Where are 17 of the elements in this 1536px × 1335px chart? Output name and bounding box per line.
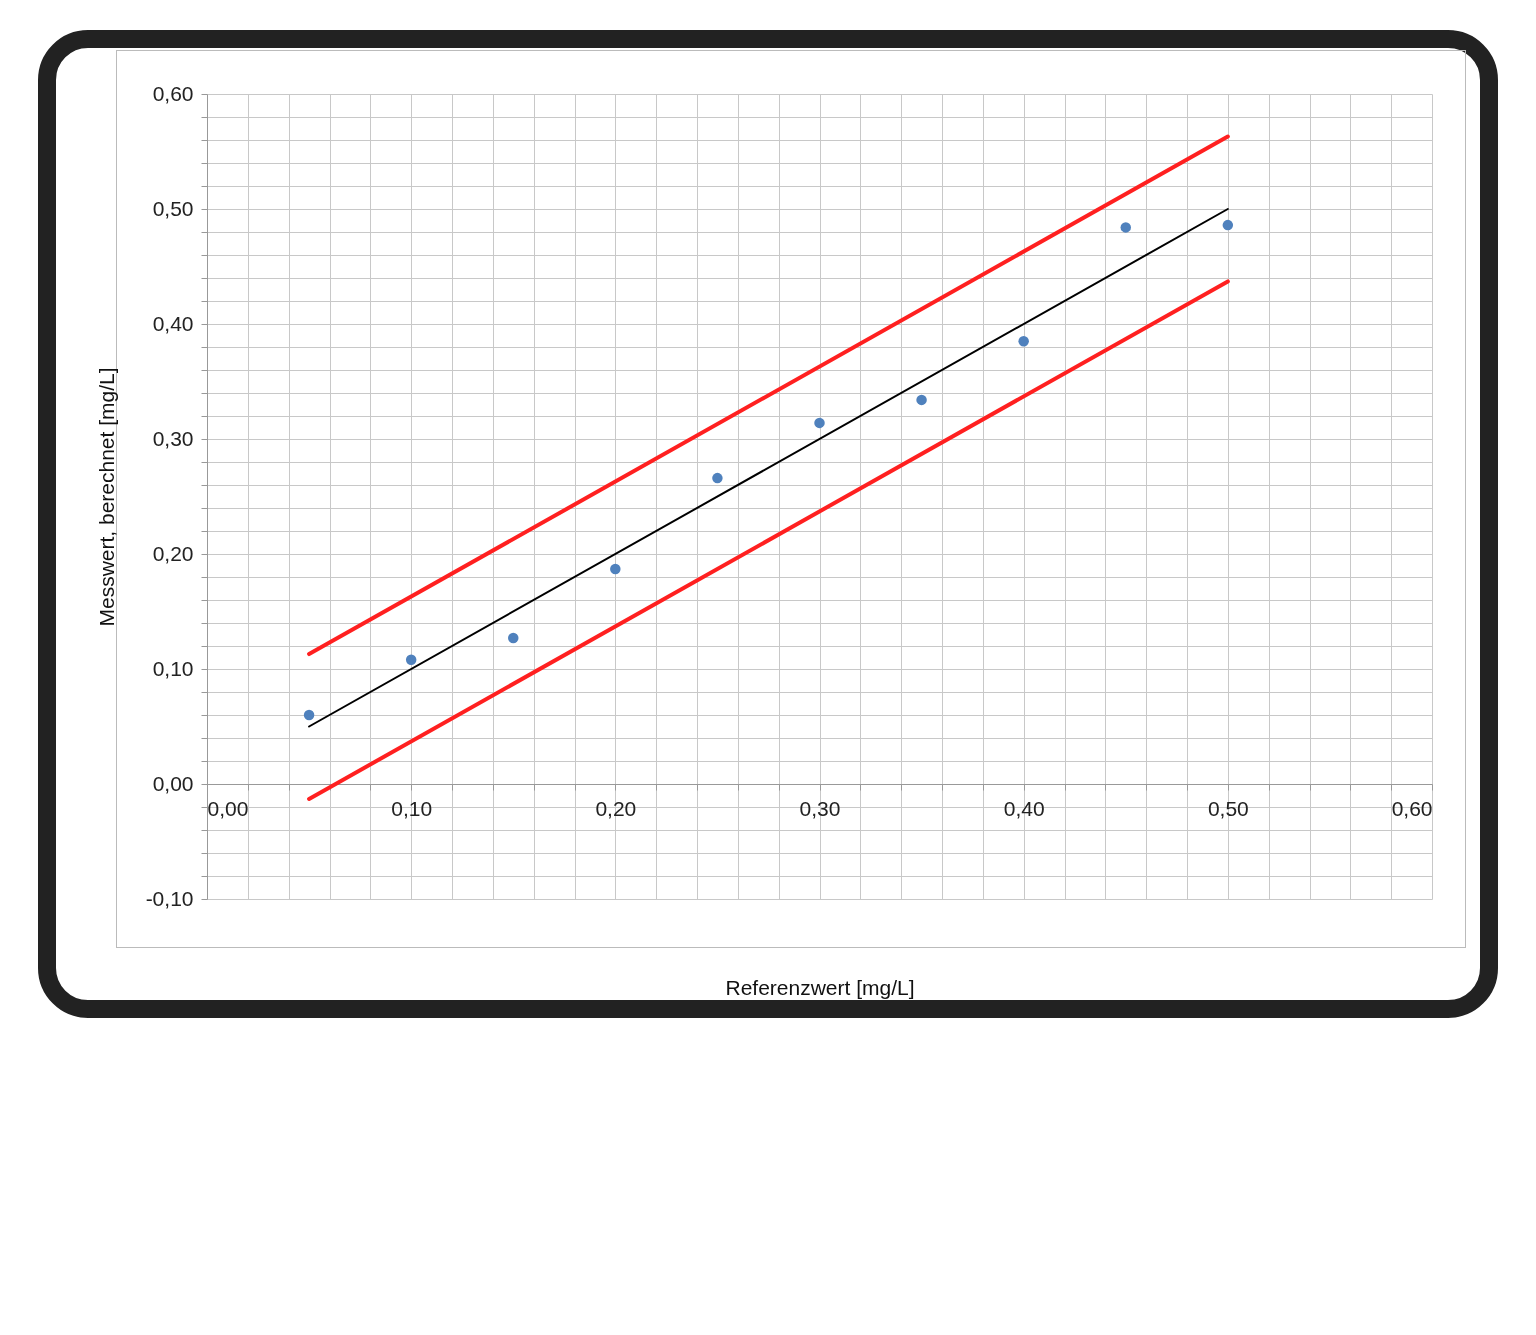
- y-tick-label: 0,40: [152, 311, 194, 335]
- x-tick-label: 0,50: [1207, 796, 1249, 820]
- x-tick-label: 0,60: [1391, 796, 1433, 820]
- y-tick-label: 0,20: [152, 541, 194, 565]
- y-tick-label: 0,50: [152, 196, 194, 220]
- y-tick-label: -0,10: [145, 886, 194, 910]
- x-tick-label: 0,30: [799, 796, 841, 820]
- x-tick-label: 0,20: [595, 796, 637, 820]
- y-tick-label: 0,60: [152, 81, 194, 105]
- y-tick-label: 0,10: [152, 656, 194, 680]
- x-tick-label: 0,40: [1003, 796, 1045, 820]
- y-axis-title: Messwert, berechnet [mg/L]: [94, 367, 118, 627]
- x-tick-label: 0,10: [391, 796, 433, 820]
- x-tick-label: 0,00: [207, 796, 249, 820]
- y-tick-label: 0,30: [152, 426, 194, 450]
- x-axis-title: Referenzwert [mg/L]: [725, 975, 915, 999]
- y-tick-label: 0,00: [152, 771, 194, 795]
